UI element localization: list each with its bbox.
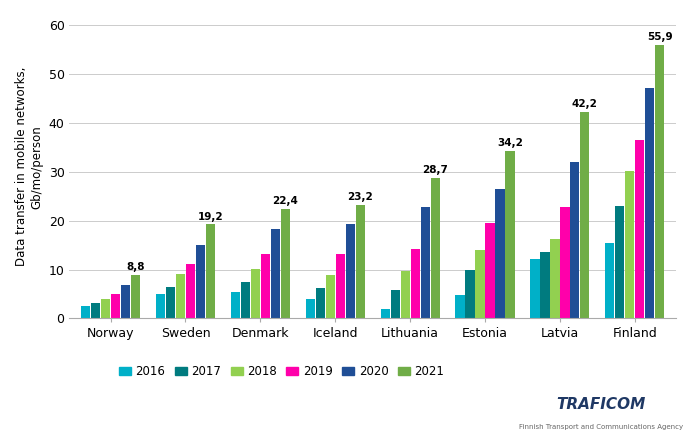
Bar (505, 151, 515, 319)
Bar (196, 245, 205, 319)
Bar (540, 252, 549, 319)
Bar (655, 45, 664, 319)
Bar (635, 140, 645, 319)
Bar (550, 239, 560, 319)
Text: 34,2: 34,2 (497, 138, 523, 148)
Bar (186, 263, 195, 319)
Bar (131, 276, 140, 319)
Bar (570, 162, 580, 319)
Bar (121, 285, 130, 319)
Bar (615, 206, 625, 319)
Bar (381, 309, 390, 319)
Bar (156, 294, 165, 319)
Bar (560, 207, 569, 319)
Text: TRAFICOM: TRAFICOM (556, 397, 646, 412)
Bar (251, 268, 260, 319)
Bar (390, 290, 400, 319)
Bar (580, 112, 589, 319)
Y-axis label: Data transfer in mobile networks,
Gb/mo/person: Data transfer in mobile networks, Gb/mo/… (15, 67, 43, 267)
Bar (495, 189, 504, 319)
Bar (486, 223, 495, 319)
Bar (240, 282, 250, 319)
Bar (430, 178, 439, 319)
Text: 23,2: 23,2 (348, 192, 373, 202)
Text: 19,2: 19,2 (198, 211, 223, 222)
Bar (305, 299, 315, 319)
Bar (81, 306, 91, 319)
Bar (410, 249, 419, 319)
Bar (356, 205, 365, 319)
Bar (281, 209, 290, 319)
Bar (91, 303, 100, 319)
Bar (325, 276, 335, 319)
Bar (401, 271, 410, 319)
Bar (455, 295, 464, 319)
Legend: 2016, 2017, 2018, 2019, 2020, 2021: 2016, 2017, 2018, 2019, 2020, 2021 (114, 361, 449, 383)
Bar (176, 275, 185, 319)
Bar (231, 292, 240, 319)
Bar (336, 254, 345, 319)
Bar (316, 288, 325, 319)
Bar (271, 229, 280, 319)
Bar (625, 171, 634, 319)
Bar (346, 224, 355, 319)
Bar (605, 243, 614, 319)
Bar (531, 259, 540, 319)
Text: Finnish Transport and Communications Agency: Finnish Transport and Communications Age… (519, 424, 683, 430)
Bar (645, 88, 654, 319)
Bar (101, 299, 110, 319)
Text: 22,4: 22,4 (272, 196, 299, 206)
Text: 42,2: 42,2 (572, 99, 598, 109)
Text: 28,7: 28,7 (422, 165, 448, 175)
Text: 55,9: 55,9 (647, 32, 672, 42)
Bar (466, 270, 475, 319)
Bar (421, 207, 430, 319)
Bar (166, 287, 175, 319)
Bar (111, 294, 120, 319)
Bar (261, 254, 270, 319)
Bar (475, 250, 484, 319)
Bar (206, 224, 215, 319)
Text: 8,8: 8,8 (126, 263, 145, 272)
